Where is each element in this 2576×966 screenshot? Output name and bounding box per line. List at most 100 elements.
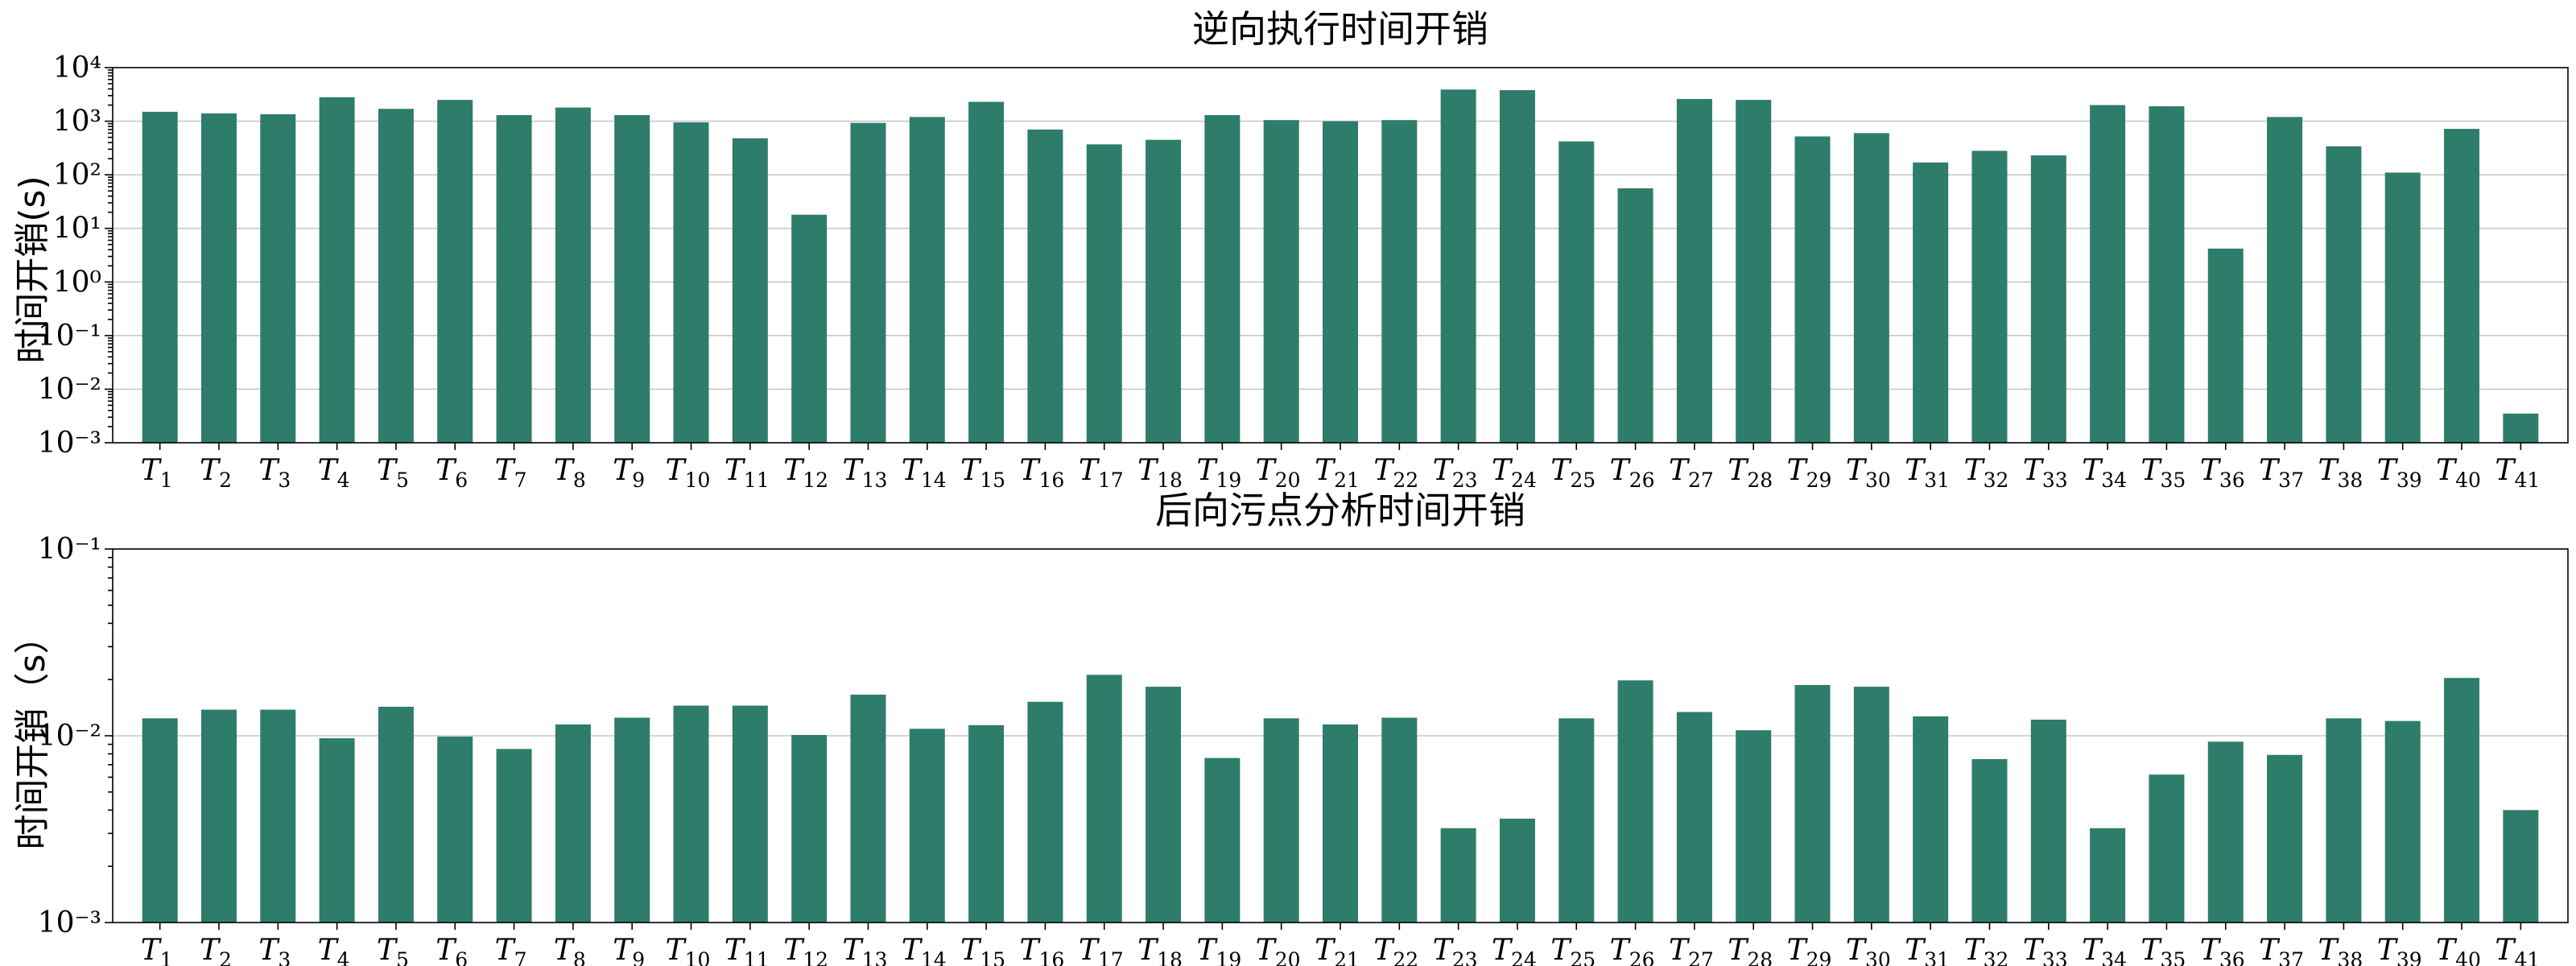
- bar-T29: [1794, 136, 1831, 444]
- x-tick-label: T36: [2200, 934, 2245, 966]
- bar-T4: [319, 97, 355, 444]
- bar-T35: [2149, 106, 2185, 443]
- bar-T1: [142, 111, 178, 443]
- x-tick-label: T20: [1256, 934, 1301, 966]
- x-tick-label: T23: [1433, 934, 1478, 966]
- y-tick-label: 10⁰: [53, 266, 101, 299]
- bar-T12: [791, 214, 828, 443]
- x-tick-label: T21: [1315, 934, 1360, 966]
- bar-T13: [850, 694, 886, 923]
- bar-T21: [1323, 724, 1358, 923]
- bar-T41: [2503, 810, 2539, 923]
- plot-area-top: 10⁻³ 10⁻² 10⁻¹ 10⁰ 10¹ 10² 10³ 10⁴ T1 T2 T3 T4 T5 T6 T…: [38, 52, 2569, 492]
- bar-T14: [909, 729, 945, 923]
- x-tick-label: T2: [200, 454, 232, 492]
- x-tick-label: T18: [1137, 454, 1183, 492]
- x-tick-label: T39: [2377, 454, 2422, 492]
- x-tick-label: T9: [613, 454, 645, 492]
- bar-T2: [200, 709, 237, 923]
- bar-T17: [1086, 675, 1122, 923]
- bar-T12: [791, 734, 828, 923]
- bar-T23: [1440, 828, 1476, 923]
- x-tick-label: T1: [141, 454, 173, 492]
- x-tick-label: T26: [1610, 934, 1655, 966]
- x-tick-label: T5: [377, 454, 409, 492]
- x-tick-label: T17: [1079, 934, 1124, 966]
- chart-title-bottom: 后向污点分析时间开销: [1155, 489, 1525, 532]
- bar-T36: [2207, 248, 2244, 443]
- bar-T33: [2030, 719, 2066, 923]
- x-tick-label: T32: [1964, 934, 2009, 966]
- bar-T30: [1853, 687, 1889, 923]
- bar-T7: [496, 749, 532, 923]
- bar-T25: [1558, 141, 1595, 443]
- x-tick-label: T6: [436, 934, 468, 966]
- y-tick-label: 10⁻¹: [38, 533, 101, 566]
- bar-T39: [2384, 172, 2421, 444]
- bar-T22: [1381, 717, 1418, 923]
- x-tick-label: T37: [2259, 454, 2304, 492]
- bar-T20: [1263, 718, 1299, 923]
- x-tick-label: T11: [724, 454, 770, 492]
- x-tick-label: T2: [200, 934, 232, 966]
- x-tick-label: T3: [258, 454, 291, 492]
- x-tick-label: T4: [318, 454, 350, 492]
- bar-T11: [732, 705, 768, 923]
- bar-T5: [378, 109, 414, 444]
- x-tick-label: T16: [1019, 454, 1064, 492]
- bar-T38: [2326, 718, 2362, 923]
- bar-T15: [968, 101, 1005, 443]
- x-tick-label: T7: [495, 934, 527, 966]
- bar-T30: [1853, 133, 1889, 443]
- bar-T13: [850, 122, 886, 444]
- x-tick-label: T12: [783, 454, 828, 492]
- x-tick-label: T27: [1669, 454, 1714, 492]
- x-tick-label: T4: [318, 934, 350, 966]
- bar-T28: [1736, 100, 1772, 444]
- bar-T10: [673, 122, 709, 444]
- y-axis-label-bottom: 时间开销（s）: [12, 619, 53, 850]
- bar-T9: [614, 717, 650, 923]
- x-tick-label: T9: [613, 934, 645, 966]
- bar-T32: [1971, 151, 2008, 443]
- x-tick-label: T21: [1315, 454, 1360, 492]
- x-tick-label: T34: [2082, 454, 2127, 492]
- x-tick-label: T37: [2259, 934, 2304, 966]
- bar-T3: [260, 709, 296, 923]
- x-tick-label: T28: [1728, 454, 1773, 492]
- y-axis-label-top: 时间开销(s): [12, 175, 53, 363]
- bar-T11: [732, 138, 768, 443]
- bar-T2: [200, 113, 237, 443]
- x-tick-label: T38: [2318, 454, 2363, 492]
- x-tick-label: T19: [1196, 934, 1241, 966]
- y-tick-label: 10⁻²: [38, 373, 101, 406]
- bar-T8: [555, 724, 591, 923]
- bar-T21: [1323, 121, 1358, 444]
- bar-T40: [2444, 129, 2480, 443]
- x-tick-label: T29: [1787, 454, 1832, 492]
- bar-T20: [1263, 120, 1299, 443]
- x-tick-label: T8: [554, 454, 586, 492]
- x-tick-label: T27: [1669, 934, 1714, 966]
- bar-T25: [1558, 718, 1595, 923]
- x-tick-label: T20: [1256, 454, 1301, 492]
- bar-T17: [1086, 144, 1122, 443]
- bar-T36: [2207, 741, 2244, 923]
- axes-frame: [112, 67, 2569, 444]
- x-tick-label: T17: [1079, 454, 1124, 492]
- y-tick-label: 10⁻³: [38, 427, 101, 460]
- x-tick-label: T31: [1905, 934, 1950, 966]
- bar-T5: [378, 706, 414, 923]
- bar-T27: [1676, 712, 1712, 923]
- y-tick-label: 10¹: [53, 213, 101, 246]
- bar-T22: [1381, 120, 1418, 443]
- bar-T19: [1204, 114, 1241, 443]
- bar-T33: [2030, 155, 2066, 443]
- x-tick-label: T26: [1610, 454, 1655, 492]
- x-tick-label: T13: [843, 454, 888, 492]
- x-tick-label: T34: [2082, 934, 2127, 966]
- bar-T38: [2326, 146, 2362, 444]
- x-tick-label: T30: [1846, 454, 1891, 492]
- x-tick-label: T23: [1433, 454, 1478, 492]
